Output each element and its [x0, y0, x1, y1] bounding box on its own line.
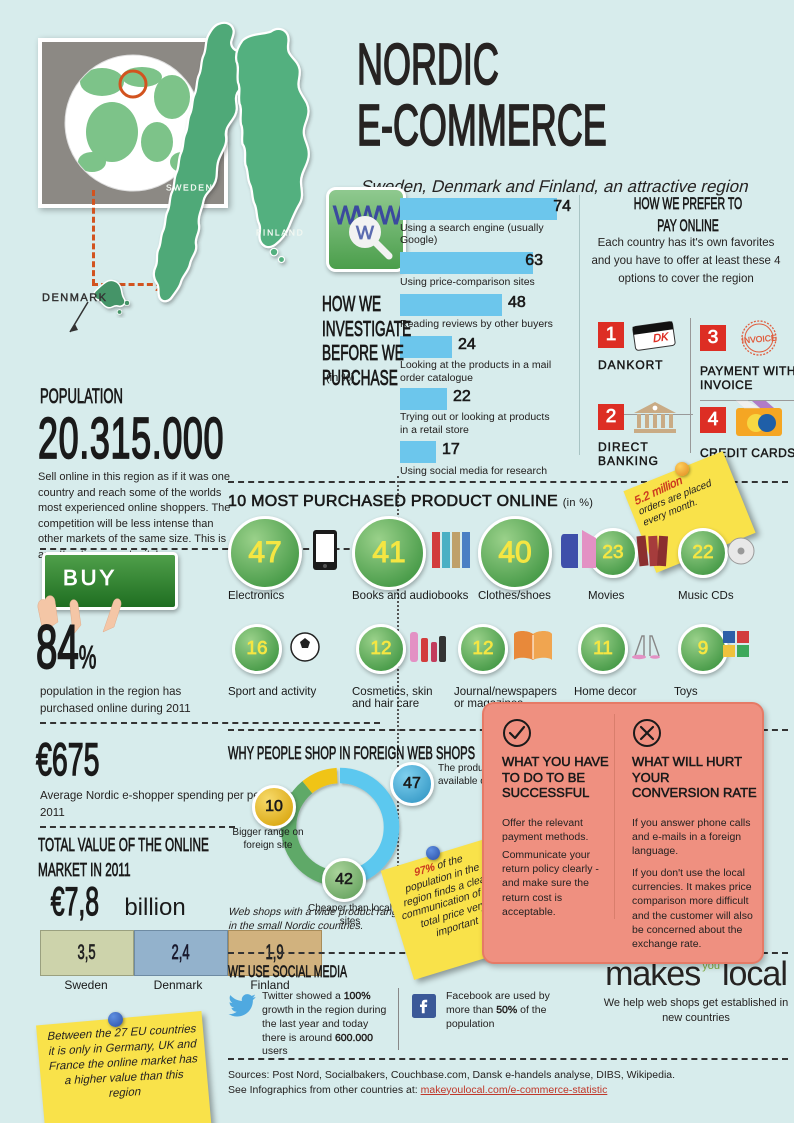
svg-text:SWEDEN: SWEDEN [166, 184, 213, 193]
svg-text:FINLAND: FINLAND [256, 229, 304, 238]
svg-text:W: W [355, 223, 375, 244]
